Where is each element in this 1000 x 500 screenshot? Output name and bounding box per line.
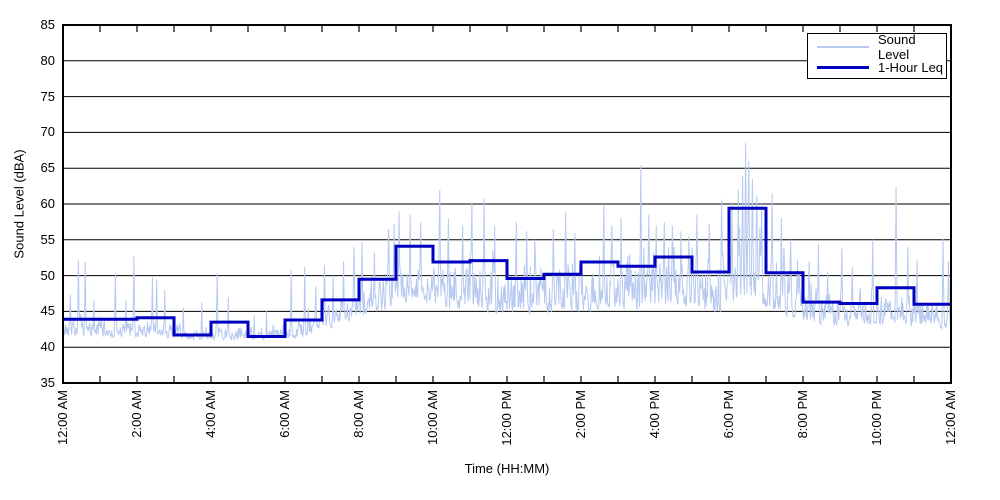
x-tick-label: 12:00 AM bbox=[55, 390, 70, 445]
x-tick-label: 8:00 PM bbox=[795, 390, 810, 439]
legend-item-1-hour-leq: 1-Hour Leq bbox=[817, 60, 946, 75]
x-tick-label: 10:00 AM bbox=[425, 390, 440, 445]
y-tick-label: 35 bbox=[40, 375, 55, 390]
y-tick-label: 75 bbox=[40, 88, 55, 104]
y-tick-label: 65 bbox=[40, 160, 55, 176]
y-tick-label: 40 bbox=[40, 339, 55, 355]
y-tick-label: 80 bbox=[40, 52, 55, 68]
x-tick-label: 8:00 AM bbox=[351, 390, 366, 438]
leq-line-swatch bbox=[817, 65, 869, 69]
y-axis-title: Sound Level (dBA) bbox=[11, 149, 27, 259]
leq-series bbox=[63, 206, 951, 338]
x-tick-label: 4:00 PM bbox=[647, 390, 662, 439]
legend-label-1-hour-leq: 1-Hour Leq bbox=[878, 59, 944, 75]
y-tick-label: 70 bbox=[40, 124, 55, 140]
x-axis-title: Time (HH:MM) bbox=[464, 461, 550, 476]
x-tick-label: 6:00 AM bbox=[277, 390, 292, 438]
y-tick-label: 85 bbox=[40, 17, 55, 32]
legend-label-sound-level: Sound Level bbox=[878, 31, 916, 62]
y-tick-label: 50 bbox=[40, 267, 55, 283]
x-tick-label: 2:00 PM bbox=[573, 390, 588, 439]
x-tick-label: 12:00 PM bbox=[499, 390, 514, 446]
legend: Sound Level 1-Hour Leq bbox=[807, 32, 947, 79]
y-tick-label: 60 bbox=[40, 196, 55, 211]
x-tick-label: 4:00 AM bbox=[203, 390, 218, 438]
sound-level-line-swatch bbox=[817, 45, 869, 48]
sound-level-series bbox=[62, 143, 951, 342]
legend-item-sound-level: Sound Level bbox=[817, 32, 946, 62]
x-tick-label: 2:00 AM bbox=[129, 390, 144, 438]
x-tick-label: 6:00 PM bbox=[721, 390, 736, 439]
y-tick-label: 55 bbox=[40, 231, 55, 247]
x-tick-label: 12:00 AM bbox=[943, 390, 958, 445]
x-tick-label: 10:00 PM bbox=[869, 390, 884, 446]
y-tick-label: 45 bbox=[40, 303, 55, 319]
plot-frame bbox=[62, 24, 952, 384]
